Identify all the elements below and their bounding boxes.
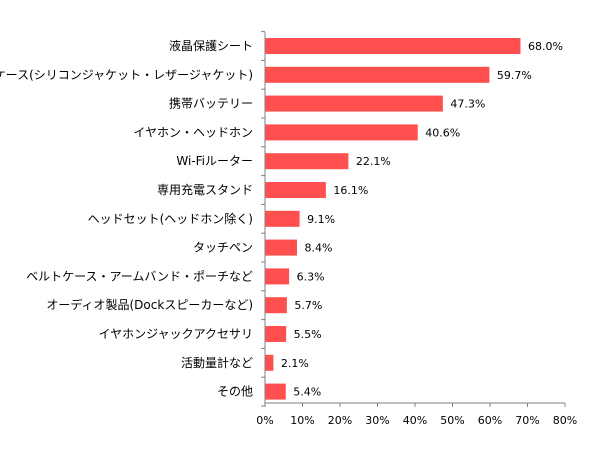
- bar: [265, 182, 326, 198]
- value-label: 47.3%: [450, 98, 485, 111]
- bar: [265, 383, 286, 400]
- bar: [265, 95, 443, 112]
- value-label: 8.4%: [305, 242, 333, 255]
- bar: [265, 38, 521, 54]
- value-label: 16.1%: [333, 184, 368, 197]
- value-label: 5.4%: [293, 386, 321, 399]
- x-tick-label: 70%: [515, 414, 539, 427]
- category-label: 活動量計など: [181, 355, 253, 370]
- value-label: 2.1%: [281, 357, 309, 370]
- category-label: その他: [217, 385, 253, 399]
- x-tick-label: 40%: [403, 414, 427, 427]
- bar: [265, 326, 287, 342]
- bar: [265, 297, 287, 314]
- value-label: 59.7%: [497, 69, 532, 82]
- category-label: イヤホンジャックアクセサリ: [99, 327, 253, 341]
- bar: [265, 210, 300, 227]
- value-label: 5.5%: [294, 328, 322, 341]
- category-label: Wi-Fiルーター: [176, 154, 253, 168]
- category-label: ケース(シリコンジャケット・レザージャケット): [0, 68, 253, 82]
- x-tick-label: 60%: [478, 414, 502, 427]
- x-tick-label: 10%: [290, 414, 314, 427]
- bar: [265, 66, 490, 83]
- x-tick-label: 80%: [553, 414, 577, 427]
- value-label: 9.1%: [307, 213, 335, 226]
- x-tick-label: 30%: [365, 414, 389, 427]
- category-label: 携帯バッテリー: [169, 96, 253, 111]
- axis-layer: 0% 10% 20% 30% 40% 50% 60% 70% 80%: [256, 31, 577, 427]
- bars-layer: [265, 38, 521, 400]
- category-label: ヘッドセット(ヘッドホン除く): [88, 211, 253, 226]
- value-label: 68.0%: [528, 40, 563, 53]
- bar: [265, 239, 297, 256]
- category-label: ベルトケース・アームバンド・ポーチなど: [26, 269, 253, 283]
- category-label: 専用充電スタンド: [157, 182, 253, 197]
- x-tick-label: 20%: [328, 414, 352, 427]
- category-label: 液晶保護シート: [169, 38, 253, 53]
- labels-layer: 液晶保護シート 68.0% ケース(シリコンジャケット・レザージャケット) 59.7%…: [0, 38, 563, 399]
- category-label: イヤホン・ヘッドホン: [133, 125, 253, 139]
- x-tick-label: 50%: [440, 414, 464, 427]
- value-label: 22.1%: [356, 155, 391, 168]
- bar: [265, 354, 274, 371]
- bar: [265, 153, 349, 170]
- category-label: タッチペン: [193, 241, 253, 255]
- bar: [265, 124, 418, 141]
- category-label: オーディオ製品(Dockスピーカーなど): [46, 297, 253, 312]
- x-tick-label: 0%: [256, 414, 273, 427]
- value-label: 5.7%: [294, 299, 322, 312]
- value-label: 40.6%: [425, 126, 460, 139]
- value-label: 6.3%: [297, 270, 325, 283]
- bar: [265, 268, 290, 285]
